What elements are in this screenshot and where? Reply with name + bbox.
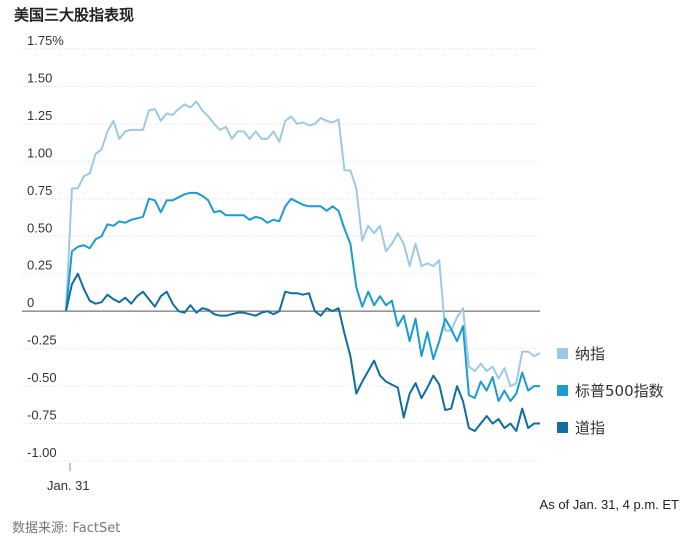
legend-label-dow: 道指 <box>575 418 606 437</box>
y-tick-label: 1.25 <box>27 108 52 123</box>
y-tick-label: -0.50 <box>27 370 57 385</box>
y-tick-label: 0.25 <box>27 258 52 273</box>
chart-title: 美国三大股指表现 <box>14 6 135 24</box>
legend-swatch-sp500 <box>557 384 568 396</box>
as-of-note: As of Jan. 31, 4 p.m. ET <box>539 497 679 512</box>
nasdaq-line <box>65 100 541 388</box>
source-note: 数据来源: FactSet <box>12 521 121 536</box>
y-tick-label: -0.75 <box>27 408 57 423</box>
legend-label-sp500: 标普500指数 <box>575 381 664 400</box>
y-tick-label: -1.00 <box>27 445 57 460</box>
legend-item-sp500: 标普500指数 <box>557 380 664 400</box>
y-tick-label: 0.75 <box>27 183 52 198</box>
y-tick-label: 0 <box>27 295 34 310</box>
y-tick-label: 1.75% <box>27 33 64 48</box>
y-tick-label: 1.00 <box>27 145 52 160</box>
legend-swatch-dow <box>557 421 568 433</box>
legend-item-nasdaq: 纳指 <box>557 343 664 363</box>
dow-line <box>65 272 540 433</box>
legend-label-nasdaq: 纳指 <box>575 344 606 363</box>
y-tick-label: 1.50 <box>27 70 52 85</box>
x-axis: Jan. 31 <box>47 463 90 493</box>
grid-lines <box>22 48 540 462</box>
sp500-line <box>65 191 540 403</box>
series-lines <box>65 100 541 433</box>
legend: 纳指 标普500指数 道指 <box>557 343 664 454</box>
x-tick-label: Jan. 31 <box>47 478 90 493</box>
legend-item-dow: 道指 <box>557 417 664 437</box>
y-tick-label: -0.25 <box>27 333 57 348</box>
legend-swatch-nasdaq <box>557 347 568 359</box>
y-tick-label: 0.50 <box>27 220 52 235</box>
y-axis-tick-labels: 1.75% 1.50 1.25 1.00 0.75 0.50 0.25 0 -0.25 -0.50… <box>27 33 64 460</box>
